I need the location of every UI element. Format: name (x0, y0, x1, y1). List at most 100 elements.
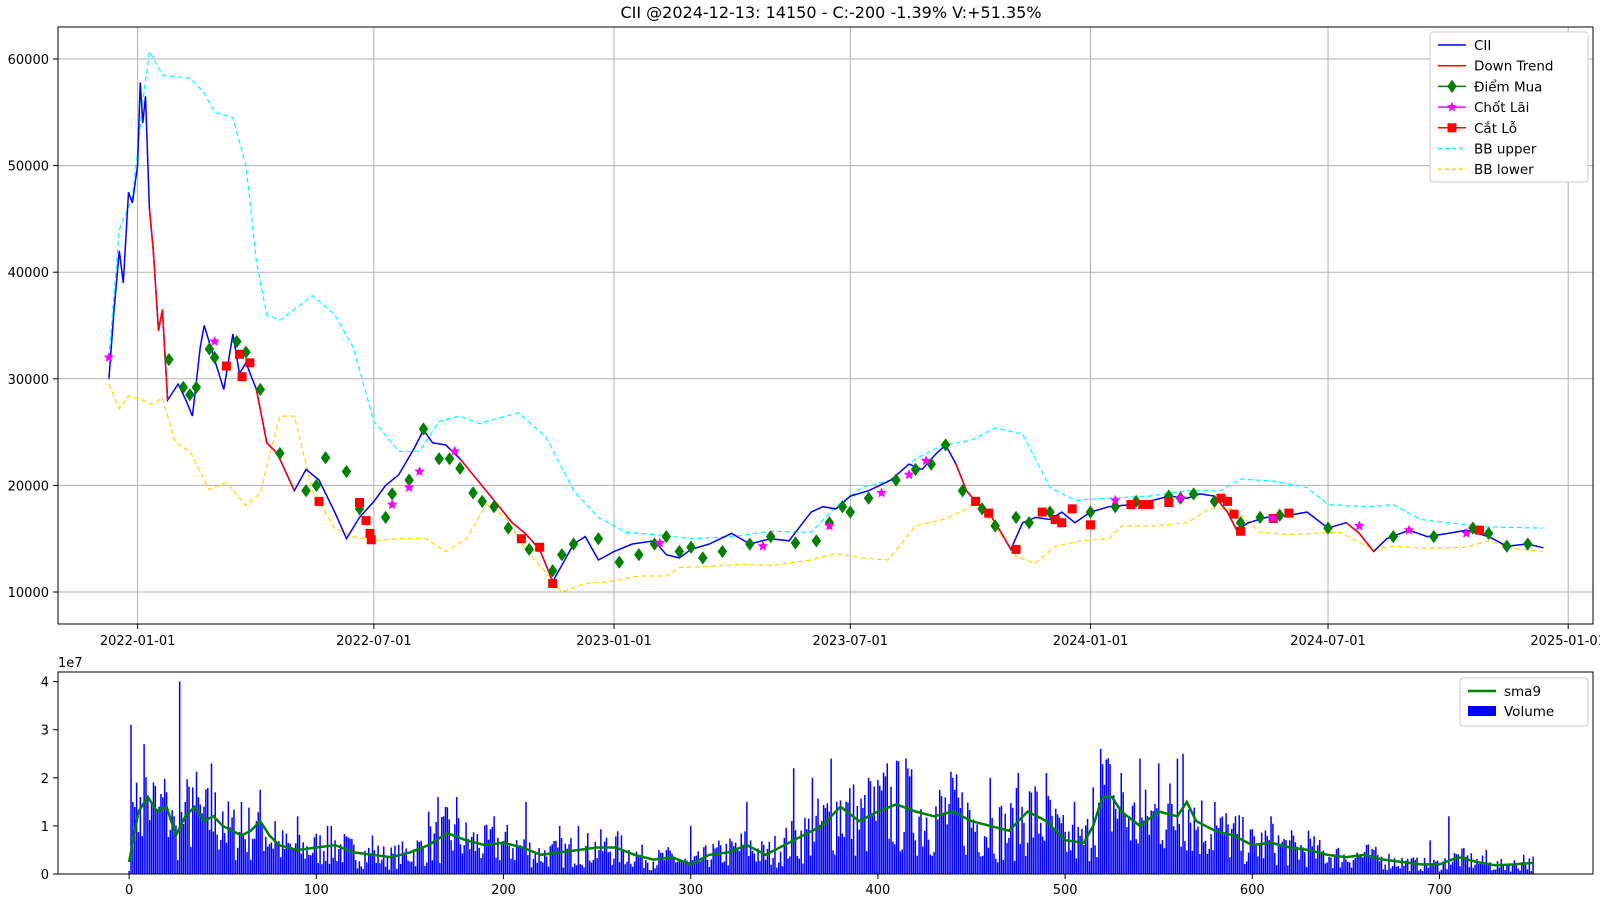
volume-bar (250, 859, 252, 874)
buy-point-marker (744, 537, 755, 551)
volume-bar (182, 823, 185, 874)
volume-bar (287, 843, 289, 874)
volume-bar (1333, 854, 1336, 874)
volume-bar (877, 779, 879, 874)
volume-bar (940, 796, 943, 874)
price-panel-frame (57, 26, 1594, 625)
volume-x-tick-label: 700 (1427, 883, 1452, 898)
volume-bar (1150, 810, 1152, 874)
volume-bar (1217, 827, 1220, 874)
volume-bar (375, 862, 377, 874)
volume-bar (1378, 861, 1381, 874)
buy-point-marker (910, 462, 921, 477)
volume-bar (1013, 860, 1016, 874)
volume-bar (225, 842, 228, 874)
volume-bar (1232, 823, 1235, 874)
volume-bar (351, 838, 353, 874)
buy-point-marker (790, 536, 801, 550)
volume-bar (1017, 773, 1020, 874)
volume-bar (688, 861, 690, 874)
volume-bar (530, 867, 533, 874)
volume-bar (620, 835, 623, 874)
volume-bar (251, 838, 254, 874)
buy-point-marker (1522, 537, 1533, 551)
volume-bar (1030, 792, 1033, 874)
volume-bar (631, 866, 634, 874)
volume-bar (1294, 842, 1297, 874)
volume-bar (1283, 839, 1285, 874)
volume-bar (268, 844, 271, 874)
volume-bar (849, 788, 851, 874)
stop-loss-marker (221, 361, 231, 371)
volume-bar (1309, 838, 1312, 874)
buy-point-marker (468, 486, 478, 500)
volume-bar (1238, 815, 1240, 874)
volume-bar (781, 866, 784, 874)
volume-bar (171, 810, 173, 874)
stop-loss-marker (361, 516, 371, 526)
volume-bar (1414, 859, 1416, 874)
volume-bar (1472, 867, 1474, 874)
buy-point-marker (1045, 505, 1055, 519)
volume-bar (807, 818, 810, 874)
volume-bar (665, 850, 668, 874)
volume-bar (579, 864, 582, 874)
volume-bar (510, 858, 512, 874)
buy-point-marker (191, 380, 202, 395)
volume-bar (1023, 822, 1025, 874)
volume-bar (1008, 837, 1010, 874)
volume-bar (867, 777, 870, 874)
volume-bar (564, 843, 567, 874)
volume-bar (163, 778, 166, 874)
volume-bar (1391, 866, 1394, 874)
volume-bar (678, 860, 681, 874)
volume-bar (1034, 786, 1036, 874)
volume-bar (504, 831, 507, 874)
volume-bar (895, 760, 898, 874)
volume-bar (448, 819, 450, 874)
volume-bar (615, 836, 617, 874)
volume-bar (1382, 869, 1385, 874)
volume-bar (929, 854, 932, 874)
volume-bar (1272, 823, 1274, 874)
x-tick-label: 2023-07-01 (813, 634, 889, 649)
volume-bar (1208, 848, 1210, 874)
volume-bar (201, 813, 203, 874)
volume-bar (967, 802, 969, 874)
volume-bar (379, 863, 381, 874)
x-tick-label: 2025-01-01 (1530, 634, 1600, 649)
volume-bar (1105, 759, 1108, 874)
volume-bar (734, 842, 737, 874)
volume-bar (1172, 826, 1175, 874)
volume-bar (982, 855, 984, 874)
y-tick-label: 20000 (8, 479, 49, 494)
buy-point-marker (489, 500, 499, 514)
volume-bar (1489, 862, 1491, 874)
volume-bar (362, 868, 364, 874)
buy-point-marker (634, 547, 644, 562)
volume-bar (236, 847, 239, 874)
volume-bar (360, 866, 363, 874)
volume-bar (963, 845, 965, 874)
buy-point-marker (275, 446, 285, 461)
volume-bar (633, 861, 636, 874)
volume-bar (1255, 843, 1257, 874)
volume-bar (218, 849, 220, 874)
volume-bar (710, 859, 713, 874)
stop-loss-marker (1085, 520, 1095, 530)
volume-bar (661, 852, 664, 874)
volume-bar (1508, 864, 1510, 874)
volume-bar (1474, 864, 1476, 874)
stop-loss-marker (516, 534, 526, 544)
legend-square-marker (1447, 123, 1457, 133)
volume-bar (263, 850, 265, 874)
volume-bar (1137, 843, 1139, 874)
volume-bar (1118, 806, 1121, 874)
volume-bar (1099, 748, 1102, 874)
volume-bar (465, 822, 467, 874)
volume-bar (1174, 830, 1177, 874)
volume-bar (719, 845, 722, 874)
volume-bar (399, 863, 402, 874)
buy-point-marker (717, 544, 728, 559)
volume-bar (953, 789, 956, 874)
